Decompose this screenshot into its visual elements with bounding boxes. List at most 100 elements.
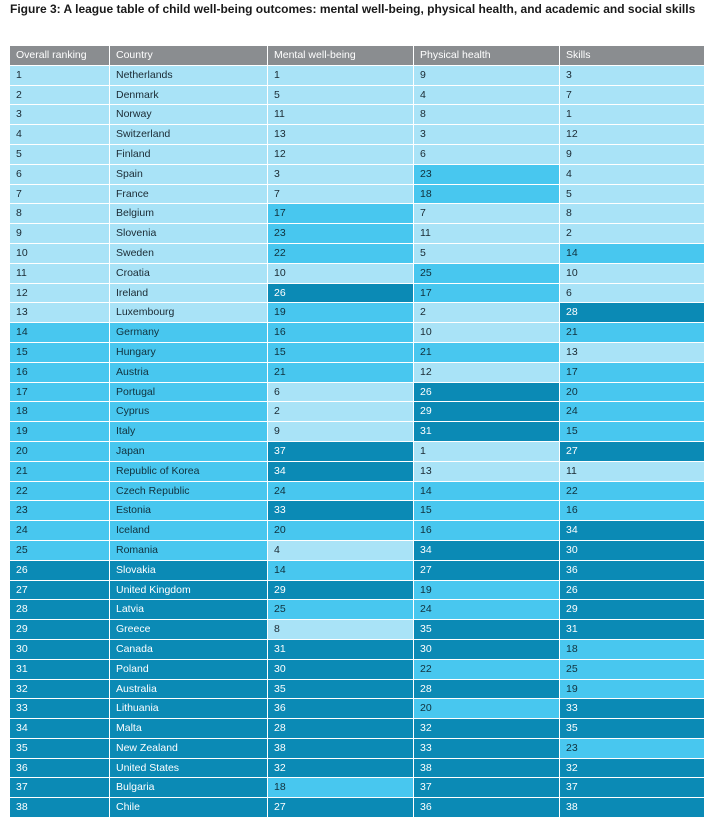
cell-mental-wellbeing: 20 [268, 521, 414, 541]
cell-rank: 34 [10, 719, 110, 739]
cell-physical-health: 2 [414, 303, 560, 324]
cell-physical-health: 35 [414, 620, 560, 640]
cell-country: Republic of Korea [110, 461, 268, 482]
table-row: 8 Belgium 17 7 8 [10, 204, 704, 225]
cell-physical-health: 32 [414, 719, 560, 739]
cell-rank: 28 [10, 600, 110, 621]
table-row: 24 Iceland 20 16 34 [10, 521, 704, 541]
cell-skills: 10 [560, 263, 704, 284]
cell-skills: 20 [560, 382, 704, 403]
table-row: 13 Luxembourg 19 2 28 [10, 303, 704, 324]
cell-skills: 22 [560, 481, 704, 502]
cell-physical-health: 22 [414, 659, 560, 680]
cell-mental-wellbeing: 32 [268, 758, 414, 779]
figure-title: Figure 3: A league table of child well-b… [10, 2, 696, 16]
column-header-mental-wellbeing: Mental well-being [268, 46, 414, 66]
cell-mental-wellbeing: 14 [268, 560, 414, 581]
table-row: 21 Republic of Korea 34 13 11 [10, 461, 704, 482]
cell-mental-wellbeing: 23 [268, 224, 414, 244]
cell-skills: 4 [560, 164, 704, 185]
cell-skills: 3 [560, 65, 704, 86]
cell-rank: 5 [10, 144, 110, 165]
table-row: 4 Switzerland 13 3 12 [10, 125, 704, 145]
cell-country: Germany [110, 323, 268, 343]
cell-skills: 27 [560, 441, 704, 462]
cell-rank: 13 [10, 303, 110, 324]
cell-skills: 1 [560, 105, 704, 126]
cell-rank: 16 [10, 362, 110, 383]
cell-rank: 2 [10, 85, 110, 106]
column-header-rank: Overall ranking [10, 46, 110, 66]
cell-physical-health: 1 [414, 441, 560, 462]
cell-country: Spain [110, 164, 268, 185]
cell-physical-health: 30 [414, 639, 560, 660]
cell-country: Finland [110, 144, 268, 165]
cell-physical-health: 17 [414, 283, 560, 304]
cell-physical-health: 23 [414, 164, 560, 185]
table-header-row: Overall ranking Country Mental well-being P… [10, 46, 704, 66]
cell-rank: 4 [10, 125, 110, 145]
cell-country: Italy [110, 422, 268, 442]
cell-mental-wellbeing: 18 [268, 778, 414, 799]
cell-skills: 34 [560, 521, 704, 541]
table-row: 32 Australia 35 28 19 [10, 679, 704, 700]
cell-physical-health: 29 [414, 402, 560, 423]
cell-physical-health: 36 [414, 798, 560, 819]
cell-physical-health: 24 [414, 600, 560, 621]
cell-country: Iceland [110, 521, 268, 541]
cell-physical-health: 9 [414, 65, 560, 86]
cell-country: Croatia [110, 263, 268, 284]
cell-mental-wellbeing: 12 [268, 144, 414, 165]
cell-mental-wellbeing: 15 [268, 342, 414, 363]
cell-country: Norway [110, 105, 268, 126]
cell-mental-wellbeing: 8 [268, 620, 414, 640]
cell-mental-wellbeing: 7 [268, 184, 414, 205]
cell-country: Latvia [110, 600, 268, 621]
table-row: 30 Canada 31 30 18 [10, 639, 704, 660]
table-row: 1 Netherlands 1 9 3 [10, 65, 704, 86]
cell-country: Austria [110, 362, 268, 383]
cell-rank: 26 [10, 560, 110, 581]
cell-rank: 27 [10, 580, 110, 601]
cell-rank: 9 [10, 224, 110, 244]
table-row: 18 Cyprus 2 29 24 [10, 402, 704, 423]
table-row: 2 Denmark 5 4 7 [10, 85, 704, 106]
cell-skills: 28 [560, 303, 704, 324]
cell-country: Estonia [110, 501, 268, 522]
cell-country: Switzerland [110, 125, 268, 145]
table-row: 16 Austria 21 12 17 [10, 362, 704, 383]
cell-physical-health: 38 [414, 758, 560, 779]
cell-rank: 21 [10, 461, 110, 482]
cell-country: Cyprus [110, 402, 268, 423]
cell-country: Australia [110, 679, 268, 700]
table-row: 6 Spain 3 23 4 [10, 164, 704, 185]
table-row: 28 Latvia 25 24 29 [10, 600, 704, 621]
cell-physical-health: 8 [414, 105, 560, 126]
cell-rank: 6 [10, 164, 110, 185]
cell-mental-wellbeing: 34 [268, 461, 414, 482]
table-row: 35 New Zealand 38 33 23 [10, 738, 704, 759]
cell-physical-health: 27 [414, 560, 560, 581]
cell-country: Sweden [110, 243, 268, 264]
cell-mental-wellbeing: 37 [268, 441, 414, 462]
table-row: 12 Ireland 26 17 6 [10, 283, 704, 304]
cell-country: Bulgaria [110, 778, 268, 799]
cell-rank: 37 [10, 778, 110, 799]
cell-skills: 38 [560, 798, 704, 819]
table-row: 38 Chile 27 36 38 [10, 798, 704, 819]
cell-skills: 12 [560, 125, 704, 145]
cell-country: Romania [110, 540, 268, 561]
table-row: 25 Romania 4 34 30 [10, 540, 704, 561]
cell-rank: 14 [10, 323, 110, 343]
column-header-skills: Skills [560, 46, 704, 66]
cell-physical-health: 20 [414, 699, 560, 720]
cell-skills: 32 [560, 758, 704, 779]
table-row: 20 Japan 37 1 27 [10, 441, 704, 462]
cell-physical-health: 5 [414, 243, 560, 264]
cell-rank: 18 [10, 402, 110, 423]
cell-skills: 35 [560, 719, 704, 739]
cell-rank: 32 [10, 679, 110, 700]
cell-physical-health: 37 [414, 778, 560, 799]
cell-skills: 36 [560, 560, 704, 581]
cell-mental-wellbeing: 21 [268, 362, 414, 383]
